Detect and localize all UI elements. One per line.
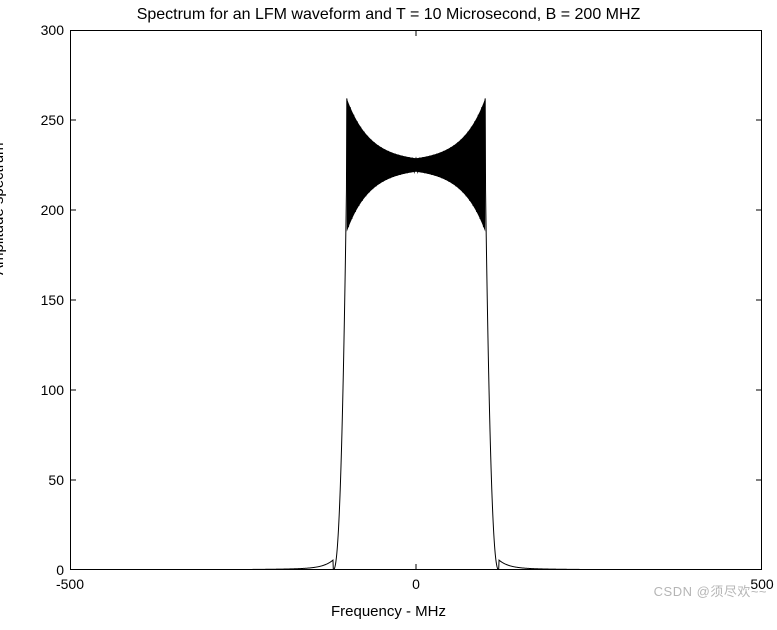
xtick-label: 0 [412, 576, 420, 592]
plot-svg [70, 30, 762, 570]
figure: Spectrum for an LFM waveform and T = 10 … [0, 0, 777, 630]
ytick-label: 100 [41, 382, 64, 398]
ytick-label: 250 [41, 112, 64, 128]
x-axis-label: Frequency - MHz [0, 603, 777, 620]
y-axis-label: Amplitude spectrum [0, 142, 7, 275]
spectrum-ripple-fill [347, 98, 485, 231]
ytick-label: 200 [41, 202, 64, 218]
ytick-label: 300 [41, 22, 64, 38]
xtick-label: 500 [750, 576, 773, 592]
ytick-label: 50 [48, 472, 64, 488]
plot-axes: 050100150200250300-5000500 [70, 30, 762, 570]
chart-title: Spectrum for an LFM waveform and T = 10 … [0, 6, 777, 24]
ytick-label: 150 [41, 292, 64, 308]
xtick-label: -500 [56, 576, 84, 592]
